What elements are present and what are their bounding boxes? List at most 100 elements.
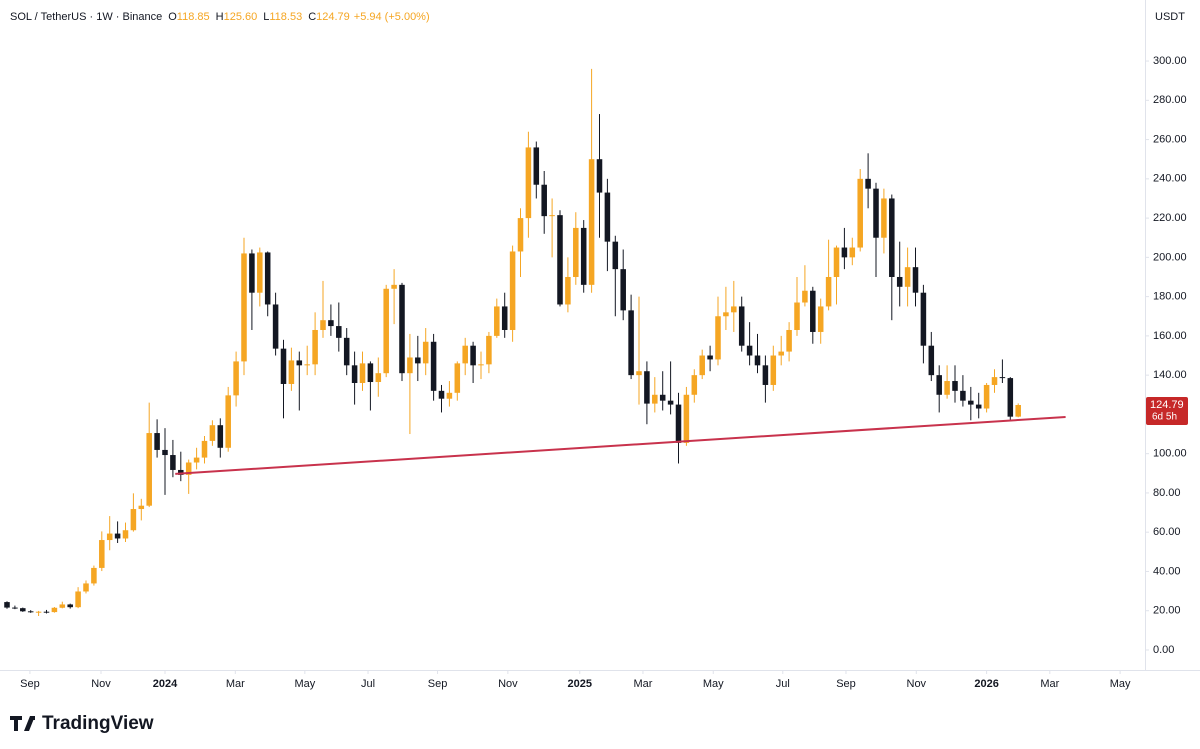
candle-body	[557, 215, 563, 305]
candle-body	[683, 394, 690, 443]
price-tag	[1146, 397, 1188, 426]
candle-body	[968, 400, 974, 405]
candle-body	[691, 375, 698, 395]
y-tick-label: 220.00	[1153, 212, 1187, 224]
candle-body	[209, 425, 216, 441]
candle-body	[407, 357, 413, 374]
candle-body	[604, 192, 611, 242]
candle-body	[865, 178, 871, 189]
candle-body	[114, 533, 121, 539]
candle-body	[565, 276, 571, 305]
x-tick-label: Sep	[836, 678, 856, 690]
candle-body	[549, 215, 555, 217]
candle-body	[399, 284, 405, 374]
candle-body	[122, 530, 129, 539]
candle-body	[580, 227, 587, 285]
candle-body	[525, 147, 532, 219]
x-tick-label: Jul	[361, 678, 375, 690]
candle-body	[391, 284, 397, 289]
candle-body	[217, 425, 224, 448]
candle-body	[470, 345, 476, 366]
candle-body	[786, 329, 792, 352]
candle-body	[146, 433, 152, 506]
candle-body	[138, 505, 145, 510]
candle-body	[67, 604, 73, 608]
countdown: 6d 5h	[1152, 412, 1177, 423]
candle-body	[249, 253, 255, 293]
candle-body	[612, 241, 619, 270]
candle-body	[1007, 378, 1014, 417]
candle-body	[857, 178, 863, 248]
candle-body	[296, 360, 303, 366]
candle-body	[193, 457, 200, 463]
candle-body	[628, 310, 634, 376]
candle-body	[462, 345, 468, 364]
candle-body	[35, 611, 42, 613]
trendline	[175, 415, 1066, 475]
y-tick-label: 20.00	[1153, 605, 1181, 617]
candle-body	[928, 345, 935, 376]
candle-body	[533, 147, 540, 185]
candle-body	[51, 607, 58, 613]
candle-body	[841, 247, 848, 258]
brand-name: TradingView	[42, 713, 154, 734]
candle-body	[881, 198, 887, 238]
ohlc-key: C	[308, 11, 316, 23]
candle-body	[233, 361, 239, 396]
candle-body	[991, 377, 998, 385]
candle-body	[983, 384, 990, 409]
candle-body	[999, 377, 1006, 379]
candle-body	[825, 276, 832, 307]
candle-body	[154, 433, 160, 450]
candle-body	[430, 341, 437, 391]
candle-body	[738, 306, 745, 346]
candle-body	[43, 611, 50, 613]
y-tick-label: 260.00	[1153, 133, 1187, 145]
candle-body	[509, 251, 516, 330]
candle-body	[960, 390, 966, 401]
x-tick-label: Mar	[1040, 678, 1059, 690]
candle-body	[778, 351, 784, 356]
candle-body	[280, 348, 287, 384]
y-tick-label: 200.00	[1153, 251, 1187, 263]
candle-body	[130, 509, 137, 531]
candle-body	[446, 392, 453, 399]
candle-body	[723, 312, 729, 317]
candle-body	[99, 540, 105, 568]
candle-body	[12, 607, 18, 609]
candle-body	[588, 159, 595, 285]
candle-body	[225, 395, 231, 448]
candle-body	[201, 440, 208, 458]
candle-body	[312, 329, 318, 365]
header-text: SOL / TetherUS · 1W · Binance O118.85 H125…	[10, 11, 430, 23]
candle-body	[746, 345, 753, 356]
ohlc-value: 118.85	[177, 11, 210, 23]
x-tick-label: Nov	[907, 678, 927, 690]
x-tick-label: Sep	[428, 678, 448, 690]
candle-body	[351, 365, 358, 383]
price-tag-label: 124.79	[1150, 399, 1184, 411]
candle-body	[975, 404, 982, 409]
candle-body	[762, 365, 769, 385]
candle-body	[754, 355, 761, 366]
candle-body	[1015, 405, 1021, 417]
x-tick-label: Mar	[633, 678, 652, 690]
candle-body	[675, 404, 682, 443]
candle-body	[422, 341, 429, 364]
symbol: SOL / TetherUS · 1W · Binance	[10, 11, 162, 23]
candle-body	[794, 302, 800, 330]
candle-body	[873, 188, 879, 238]
y-tick-label: 140.00	[1153, 369, 1187, 381]
candle-body	[320, 320, 326, 330]
candle-body	[889, 198, 895, 277]
candle-body	[620, 269, 626, 311]
x-tick-label: Mar	[226, 678, 245, 690]
candle-body	[667, 400, 674, 405]
candle-body	[359, 363, 366, 383]
candle-body	[415, 357, 421, 364]
candle-body	[478, 364, 484, 366]
candle-body	[20, 608, 26, 612]
candle-body	[454, 363, 461, 393]
